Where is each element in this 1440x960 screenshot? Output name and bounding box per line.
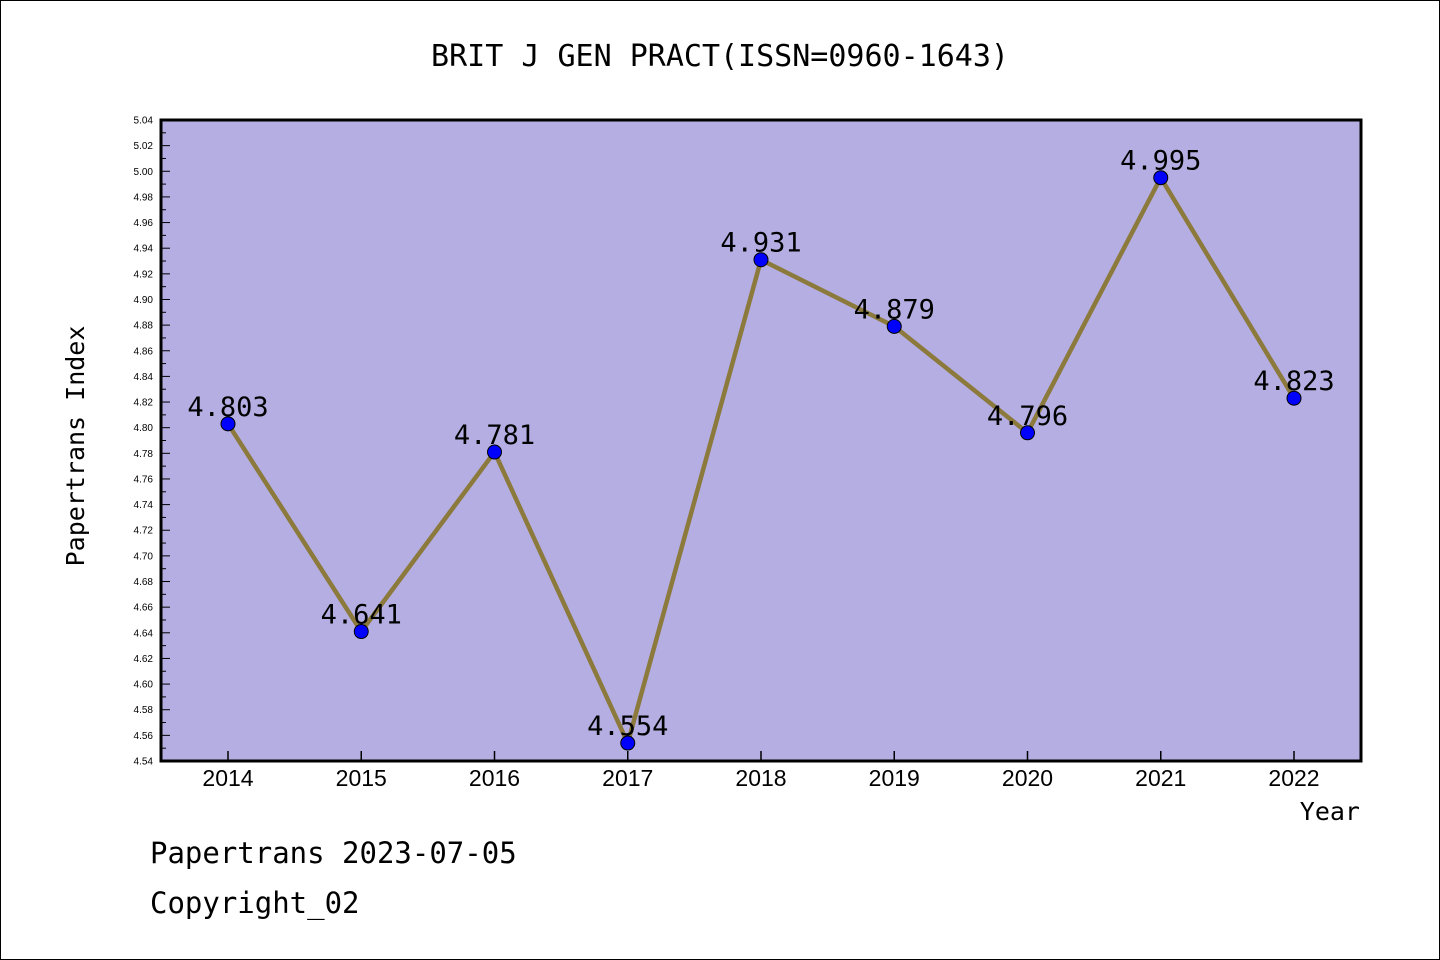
x-tick-label-4: 2018: [735, 765, 786, 791]
y-tick-label-12: 4.78: [134, 449, 154, 460]
data-point-2019: [886, 318, 902, 334]
footer-date: Papertrans 2023-07-05: [150, 836, 517, 870]
data-point-2017: [620, 735, 636, 751]
y-tick-label-19: 4.92: [134, 269, 154, 280]
data-label-2016: 4.781: [454, 420, 535, 451]
y-tick-label-21: 4.96: [134, 218, 154, 229]
x-axis: 2014 2015 2016 2017 2018 2019 2020 2021 2022: [202, 751, 1320, 791]
data-point-2020: [1020, 425, 1035, 441]
y-tick-label-6: 4.66: [134, 603, 154, 614]
data-label-2015: 4.641: [321, 600, 402, 631]
chart-title: BRIT J GEN PRACT(ISSN=0960-1643): [431, 39, 1009, 74]
y-tick-label-5: 4.64: [134, 628, 154, 639]
y-axis-label: Papertrans Index: [61, 326, 90, 567]
y-tick-label-24: 5.02: [134, 141, 154, 152]
y-tick-label-17: 4.88: [134, 321, 154, 332]
footer-copyright: Copyright_02: [150, 886, 360, 920]
data-label-2019: 4.879: [854, 294, 935, 325]
x-tick-label-8: 2022: [1268, 765, 1319, 791]
y-tick-label-8: 4.70: [134, 551, 154, 562]
y-tick-label-11: 4.76: [134, 474, 154, 485]
y-tick-label-1: 4.56: [134, 731, 154, 742]
y-tick-label-2: 4.58: [134, 705, 154, 716]
y-tick-label-10: 4.74: [134, 500, 154, 511]
y-tick-label-14: 4.82: [134, 398, 154, 409]
data-label-2022: 4.823: [1253, 366, 1334, 397]
y-tick-label-13: 4.80: [134, 423, 154, 434]
x-tick-label-1: 2015: [336, 765, 387, 791]
data-label-2020: 4.796: [987, 401, 1068, 432]
data-label-2014: 4.803: [187, 392, 268, 423]
y-tick-label-23: 5.00: [134, 167, 154, 178]
y-axis: 4.54 4.56 4.58 4.60 4.62 4.64 4.66 4.68 4.70 4.72…: [134, 116, 170, 768]
y-tick-label-0: 4.54: [134, 757, 154, 768]
data-point-2022: [1286, 390, 1302, 406]
data-point-2015: [353, 624, 369, 640]
data-point-2021: [1153, 170, 1169, 186]
y-tick-label-7: 4.68: [134, 577, 154, 588]
data-label-2017: 4.554: [587, 711, 668, 742]
y-tick-label-16: 4.86: [134, 346, 154, 357]
y-tick-label-22: 4.98: [134, 192, 154, 203]
y-tick-label-18: 4.90: [134, 295, 154, 306]
data-point-2016: [487, 444, 502, 460]
y-tick-label-15: 4.84: [134, 372, 154, 383]
series-markers: [220, 170, 1302, 751]
plot-area: [161, 120, 1361, 761]
x-tick-label-6: 2020: [1002, 765, 1053, 791]
y-tick-label-3: 4.60: [134, 680, 154, 691]
x-tick-label-2: 2016: [469, 765, 520, 791]
x-tick-label-0: 2014: [202, 765, 253, 791]
data-point-2014: [220, 416, 236, 432]
data-label-2021: 4.995: [1120, 146, 1201, 177]
data-label-2018: 4.931: [720, 228, 801, 259]
x-tick-label-3: 2017: [602, 765, 653, 791]
y-tick-label-20: 4.94: [134, 244, 154, 255]
data-labels: 4.803 4.641 4.781 4.554 4.931 4.879 4.796 4.995…: [187, 146, 1334, 742]
data-point-2018: [753, 252, 769, 268]
y-tick-label-4: 4.62: [134, 654, 154, 665]
plot-border: [159, 118, 1363, 763]
y-tick-label-25: 5.04: [134, 116, 154, 127]
x-tick-label-5: 2019: [869, 765, 920, 791]
x-tick-label-7: 2021: [1135, 765, 1186, 791]
y-tick-label-9: 4.72: [134, 526, 154, 537]
x-axis-label: Year: [1300, 797, 1360, 826]
